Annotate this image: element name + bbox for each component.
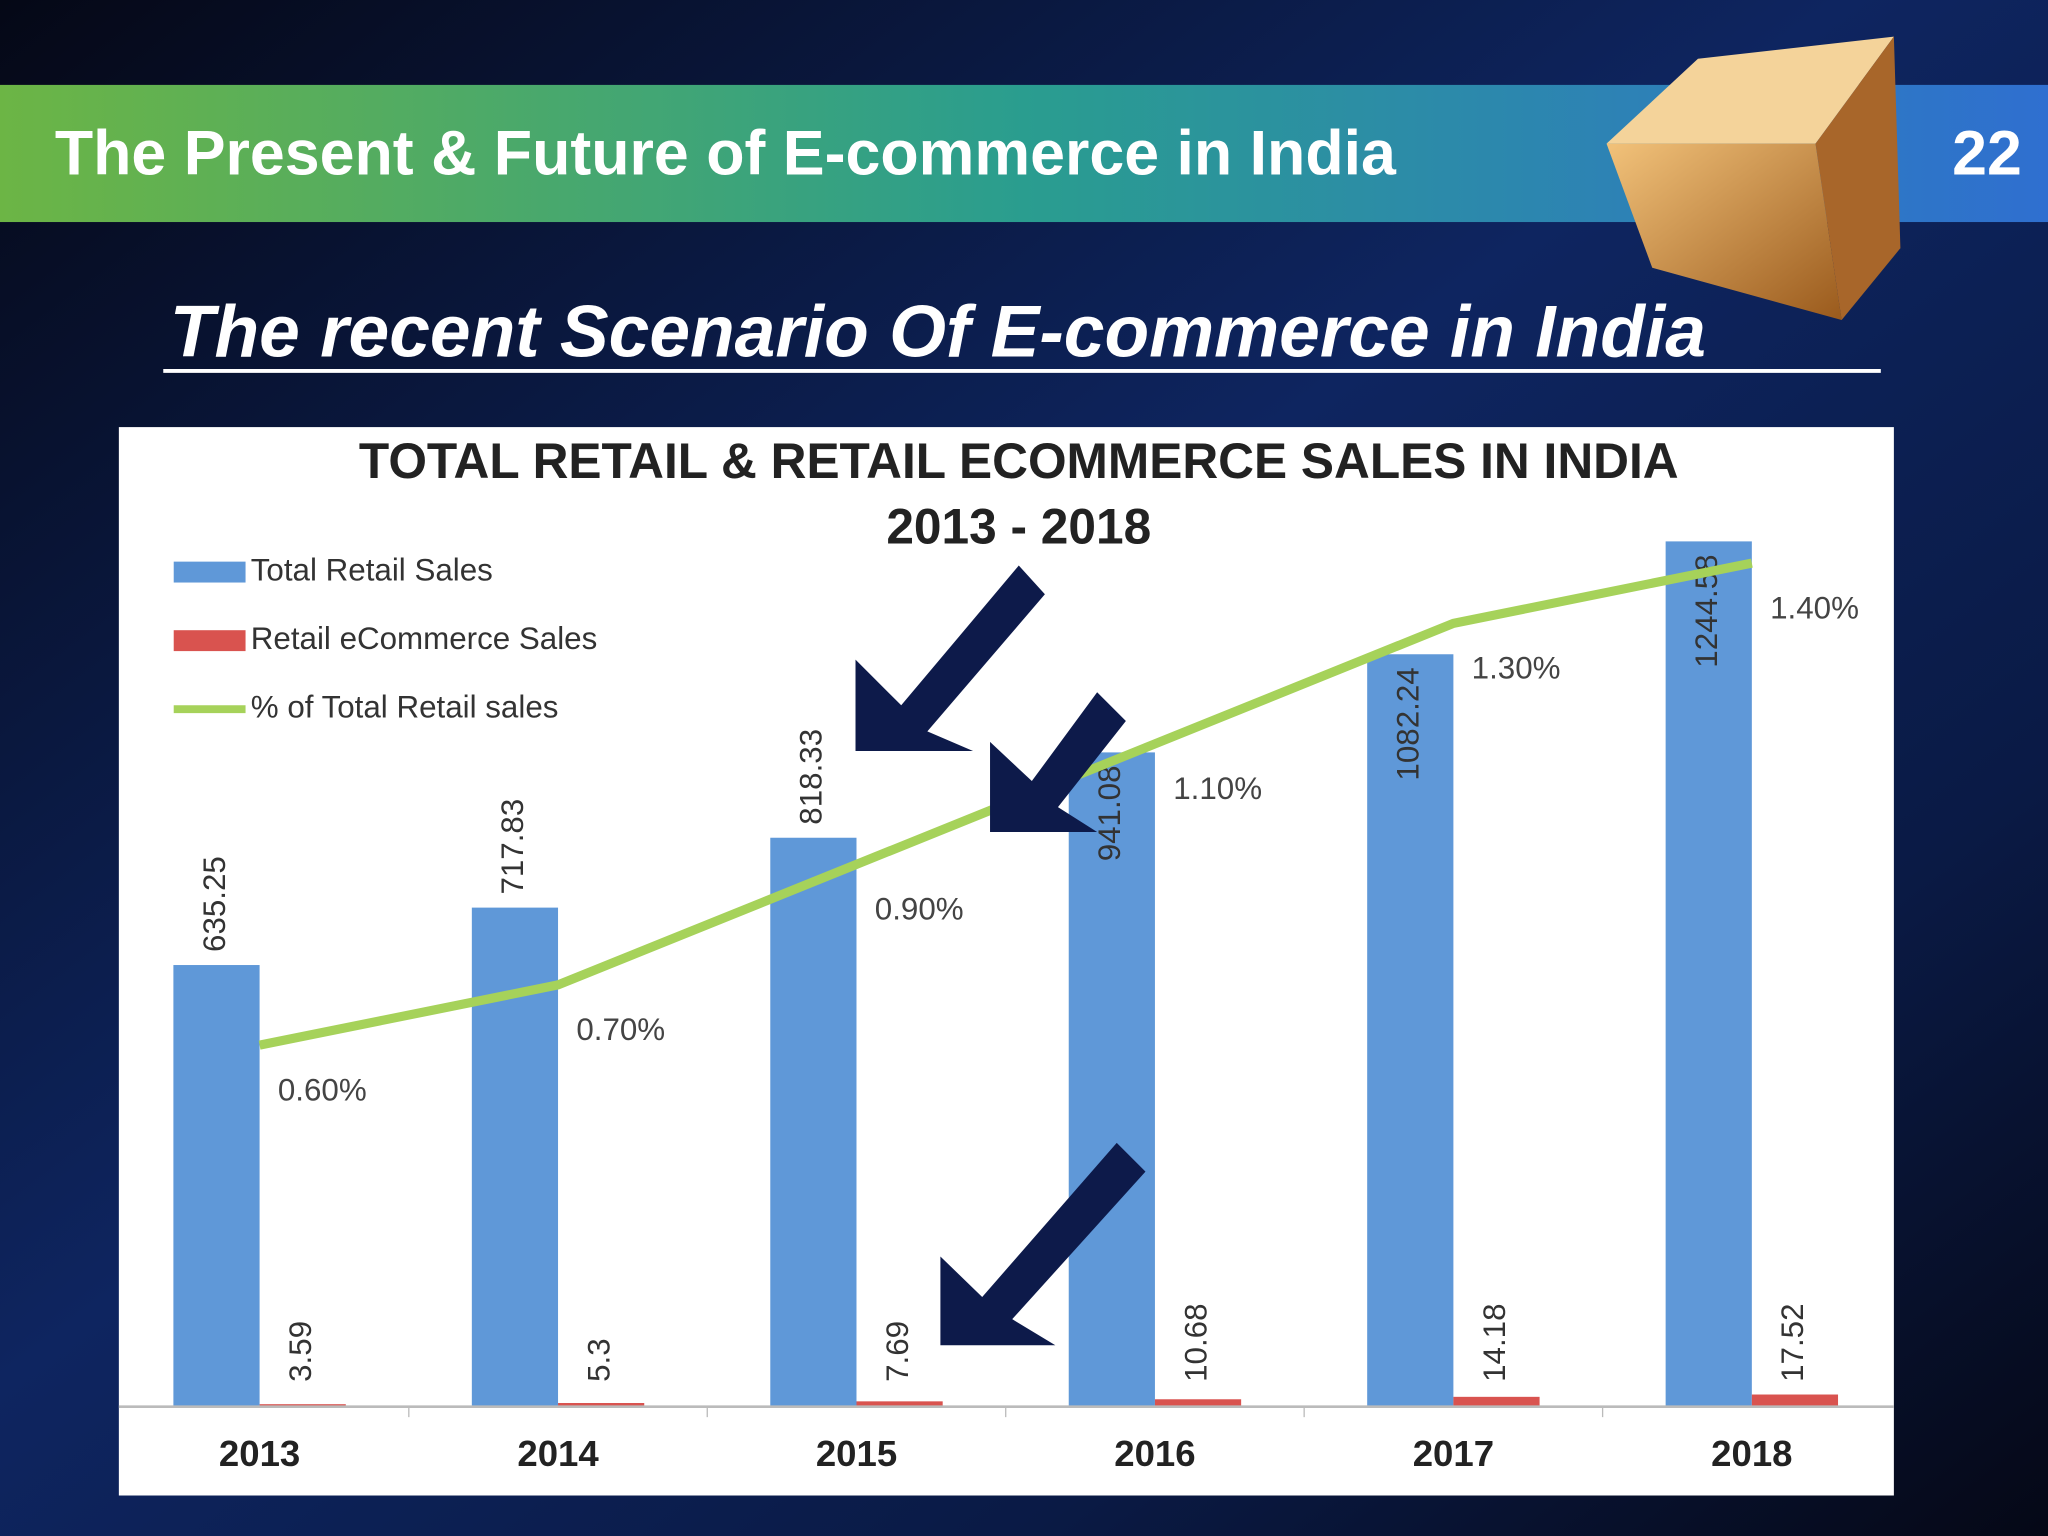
- legend-label: Retail eCommerce Sales: [251, 621, 597, 656]
- value-label: 17.52: [1775, 1303, 1810, 1381]
- percent-label: 1.10%: [1173, 771, 1262, 806]
- total-bar: [1665, 541, 1752, 1407]
- ecommerce-bar: [1154, 1399, 1242, 1407]
- value-label: 10.68: [1178, 1303, 1213, 1381]
- value-label: 14.18: [1477, 1303, 1512, 1381]
- ecommerce-bar: [558, 1403, 645, 1407]
- arrows: [855, 565, 1146, 1346]
- value-label: 5.3: [581, 1338, 616, 1382]
- legend-label: Total Retail Sales: [251, 552, 493, 587]
- x-tick-label: 2015: [816, 1433, 897, 1474]
- legend-swatch: [173, 561, 246, 583]
- legend-label: % of Total Retail sales: [251, 690, 559, 725]
- percent-label: 0.60%: [278, 1072, 367, 1107]
- chart-subtitle: 2013 - 2018: [886, 498, 1151, 554]
- percent-label: 1.40%: [1770, 590, 1859, 625]
- ecommerce-bar: [856, 1401, 943, 1407]
- cube-logo: [1606, 36, 1901, 320]
- legend-swatch: [173, 630, 246, 652]
- x-tick-label: 2018: [1711, 1433, 1792, 1474]
- chart-title: TOTAL RETAIL & RETAIL ECOMMERCE SALES IN…: [359, 433, 1679, 489]
- ecommerce-bar: [1453, 1396, 1540, 1407]
- ecommerce-bar: [1751, 1394, 1839, 1407]
- value-label: 3.59: [283, 1321, 318, 1382]
- percent-label: 0.70%: [576, 1012, 665, 1047]
- total-bar: [471, 907, 559, 1407]
- value-label: 818.33: [794, 729, 829, 825]
- header-title: The Present & Future of E-commerce in In…: [55, 119, 1397, 189]
- x-tick-label: 2016: [1114, 1433, 1195, 1474]
- value-label: 1082.24: [1391, 667, 1426, 780]
- total-bar: [173, 965, 260, 1407]
- total-bar: [1367, 654, 1454, 1407]
- plot: 2013 635.25 3.59 2014 717.83 5.3 2015 818.33 7.6…: [118, 541, 1894, 1474]
- total-bar: [1068, 752, 1155, 1407]
- value-label: 717.83: [495, 799, 530, 895]
- x-tick-label: 2017: [1413, 1433, 1494, 1474]
- percent-label: 0.90%: [875, 892, 964, 927]
- total-bar: [770, 837, 857, 1407]
- value-label: 7.69: [880, 1321, 915, 1382]
- percent-label: 1.30%: [1472, 651, 1561, 686]
- value-label: 635.25: [197, 856, 232, 952]
- slide-heading: The recent Scenario Of E-commerce in Ind…: [170, 291, 1706, 372]
- x-tick-label: 2014: [517, 1433, 599, 1474]
- value-label: 941.08: [1092, 765, 1127, 861]
- page-number: 22: [1952, 119, 2022, 189]
- x-tick-label: 2013: [219, 1433, 300, 1474]
